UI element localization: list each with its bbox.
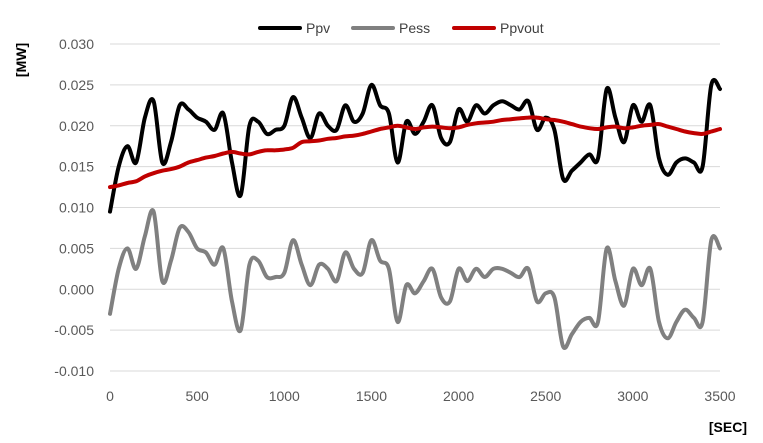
- x-tick-label: 3000: [617, 388, 648, 404]
- legend-label-pess: Pess: [399, 20, 430, 36]
- x-tick-label: 500: [185, 388, 209, 404]
- x-axis-tick-labels: 0 500 1000 1500 2000 2500 3000 3500: [106, 388, 736, 404]
- x-axis-title: [SEC]: [709, 419, 747, 435]
- y-tick-label: 0.030: [59, 36, 94, 52]
- y-tick-label: 0.010: [59, 200, 94, 216]
- series-lines: [108, 77, 722, 350]
- y-tick-label: 0.020: [59, 118, 94, 134]
- x-tick-label: 2500: [530, 388, 561, 404]
- x-tick-label: 3500: [704, 388, 735, 404]
- y-tick-label: 0.005: [59, 240, 94, 256]
- x-tick-label: 1500: [356, 388, 387, 404]
- series-line-pess: [108, 208, 722, 350]
- gridlines: [110, 43, 720, 372]
- x-tick-label: 1000: [269, 388, 300, 404]
- y-tick-label: 0.015: [59, 159, 94, 175]
- series-line-ppvout: [108, 115, 722, 190]
- legend: Ppv Pess Ppvout: [258, 20, 544, 36]
- y-tick-label: 0.025: [59, 77, 94, 93]
- y-tick-label: -0.005: [54, 322, 94, 338]
- legend-label-ppvout: Ppvout: [500, 20, 544, 36]
- y-tick-label: -0.010: [54, 363, 94, 379]
- series-line-ppv: [108, 77, 722, 214]
- x-tick-label: 0: [106, 388, 114, 404]
- y-tick-label: 0.000: [59, 281, 94, 297]
- y-axis-title: [MW]: [13, 43, 29, 77]
- y-axis-tick-labels: 0.030 0.025 0.020 0.015 0.010 0.005 0.000 -0.00…: [54, 36, 94, 379]
- legend-label-ppv: Ppv: [306, 20, 330, 36]
- x-tick-label: 2000: [443, 388, 474, 404]
